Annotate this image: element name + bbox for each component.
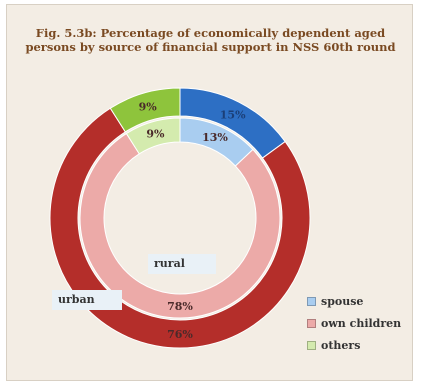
chart-legend: spouse own children others — [307, 290, 401, 356]
slice-urban-own_children — [49, 107, 311, 349]
legend-item-spouse: spouse — [307, 290, 401, 312]
legend-swatch-spouse — [307, 296, 316, 306]
ring-label-urban: urban — [52, 290, 122, 310]
chart-title: Fig. 5.3b: Percentage of economically de… — [0, 26, 421, 54]
legend-item-own_children: own children — [307, 312, 401, 334]
slice-rural-own_children — [79, 132, 281, 319]
legend-swatch-own_children — [307, 318, 316, 328]
slice-urban-others — [109, 87, 181, 133]
chart-title-line2: persons by source of financial support i… — [25, 40, 396, 54]
data-label-rural-own_children: 78% — [167, 300, 193, 313]
data-label-urban-own_children: 76% — [167, 328, 193, 341]
legend-label-own_children: own children — [321, 316, 402, 330]
legend-label-others: others — [321, 338, 361, 352]
data-label-urban-spouse: 15% — [220, 109, 246, 122]
legend-label-spouse: spouse — [321, 294, 364, 308]
legend-swatch-others — [307, 340, 316, 350]
ring-label-rural: rural — [148, 254, 216, 274]
data-label-urban-others: 9% — [139, 101, 158, 114]
legend-item-others: others — [307, 334, 401, 356]
data-label-rural-others: 9% — [146, 127, 165, 140]
data-label-rural-spouse: 13% — [202, 131, 228, 144]
chart-title-line1: Fig. 5.3b: Percentage of economically de… — [35, 26, 386, 40]
slice-rural-others — [125, 117, 181, 155]
